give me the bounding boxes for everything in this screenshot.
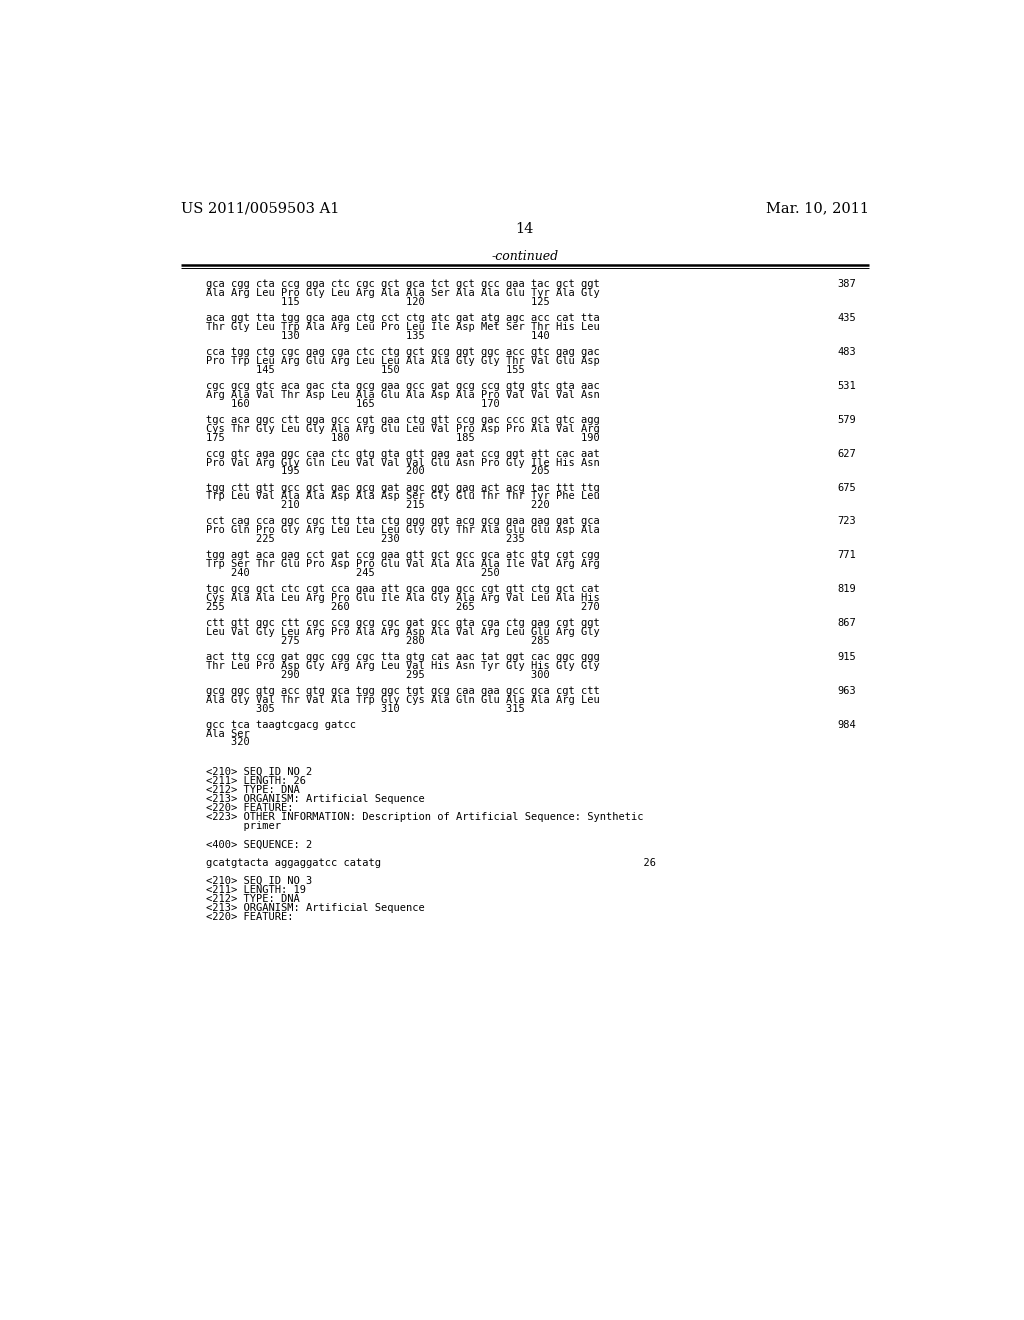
- Text: US 2011/0059503 A1: US 2011/0059503 A1: [180, 202, 339, 215]
- Text: 819: 819: [838, 585, 856, 594]
- Text: <210> SEQ ID NO 3: <210> SEQ ID NO 3: [206, 875, 311, 886]
- Text: 675: 675: [838, 483, 856, 492]
- Text: 435: 435: [838, 313, 856, 323]
- Text: <220> FEATURE:: <220> FEATURE:: [206, 912, 293, 923]
- Text: Pro Trp Leu Arg Glu Arg Leu Leu Ala Ala Gly Gly Thr Val Glu Asp: Pro Trp Leu Arg Glu Arg Leu Leu Ala Ala …: [206, 356, 599, 366]
- Text: gca cgg cta ccg gga ctc cgc gct gca tct gct gcc gaa tac gct ggt: gca cgg cta ccg gga ctc cgc gct gca tct …: [206, 280, 599, 289]
- Text: 115                 120                 125: 115 120 125: [206, 297, 549, 308]
- Text: <212> TYPE: DNA: <212> TYPE: DNA: [206, 785, 299, 795]
- Text: 771: 771: [838, 550, 856, 560]
- Text: 240                 245                 250: 240 245 250: [206, 568, 500, 578]
- Text: <223> OTHER INFORMATION: Description of Artificial Sequence: Synthetic: <223> OTHER INFORMATION: Description of …: [206, 812, 643, 822]
- Text: Ala Arg Leu Pro Gly Leu Arg Ala Ala Ser Ala Ala Glu Tyr Ala Gly: Ala Arg Leu Pro Gly Leu Arg Ala Ala Ser …: [206, 288, 599, 298]
- Text: ccg gtc aga ggc caa ctc gtg gta gtt gag aat ccg ggt att cac aat: ccg gtc aga ggc caa ctc gtg gta gtt gag …: [206, 449, 599, 458]
- Text: <220> FEATURE:: <220> FEATURE:: [206, 803, 293, 813]
- Text: 531: 531: [838, 381, 856, 391]
- Text: 175                 180                 185                 190: 175 180 185 190: [206, 433, 599, 442]
- Text: Pro Gln Pro Gly Arg Leu Leu Leu Gly Gly Thr Ala Glu Glu Asp Ala: Pro Gln Pro Gly Arg Leu Leu Leu Gly Gly …: [206, 525, 599, 536]
- Text: 290                 295                 300: 290 295 300: [206, 669, 549, 680]
- Text: 963: 963: [838, 686, 856, 696]
- Text: 320: 320: [206, 738, 249, 747]
- Text: Cys Thr Gly Leu Gly Ala Arg Glu Leu Val Pro Asp Pro Ala Val Arg: Cys Thr Gly Leu Gly Ala Arg Glu Leu Val …: [206, 424, 599, 434]
- Text: 14: 14: [516, 222, 534, 236]
- Text: Thr Gly Leu Trp Ala Arg Leu Pro Leu Ile Asp Met Ser Thr His Leu: Thr Gly Leu Trp Ala Arg Leu Pro Leu Ile …: [206, 322, 599, 333]
- Text: Ala Ser: Ala Ser: [206, 729, 249, 739]
- Text: tgc aca ggc ctt gga gcc cgt gaa ctg gtt ccg gac ccc gct gtc agg: tgc aca ggc ctt gga gcc cgt gaa ctg gtt …: [206, 414, 599, 425]
- Text: gcg ggc gtg acc gtg gca tgg ggc tgt gcg caa gaa gcc gca cgt ctt: gcg ggc gtg acc gtg gca tgg ggc tgt gcg …: [206, 686, 599, 696]
- Text: Pro Val Arg Gly Gln Leu Val Val Val Glu Asn Pro Gly Ile His Asn: Pro Val Arg Gly Gln Leu Val Val Val Glu …: [206, 458, 599, 467]
- Text: 867: 867: [838, 618, 856, 628]
- Text: primer: primer: [206, 821, 281, 832]
- Text: 275                 280                 285: 275 280 285: [206, 636, 549, 645]
- Text: 225                 230                 235: 225 230 235: [206, 535, 524, 544]
- Text: tgg ctt gtt gcc gct gac gcg gat agc ggt gag act acg tac ttt ttg: tgg ctt gtt gcc gct gac gcg gat agc ggt …: [206, 483, 599, 492]
- Text: <213> ORGANISM: Artificial Sequence: <213> ORGANISM: Artificial Sequence: [206, 793, 424, 804]
- Text: cgc gcg gtc aca gac cta gcg gaa gcc gat gcg ccg gtg gtc gta aac: cgc gcg gtc aca gac cta gcg gaa gcc gat …: [206, 381, 599, 391]
- Text: 130                 135                 140: 130 135 140: [206, 331, 549, 341]
- Text: cct cag cca ggc cgc ttg tta ctg ggg ggt acg gcg gaa gag gat gca: cct cag cca ggc cgc ttg tta ctg ggg ggt …: [206, 516, 599, 527]
- Text: Trp Ser Thr Glu Pro Asp Pro Glu Val Ala Ala Ala Ile Val Arg Arg: Trp Ser Thr Glu Pro Asp Pro Glu Val Ala …: [206, 560, 599, 569]
- Text: Ala Gly Val Thr Val Ala Trp Gly Cys Ala Gln Glu Ala Ala Arg Leu: Ala Gly Val Thr Val Ala Trp Gly Cys Ala …: [206, 694, 599, 705]
- Text: gcc tca taagtcgacg gatcc: gcc tca taagtcgacg gatcc: [206, 719, 355, 730]
- Text: <211> LENGTH: 19: <211> LENGTH: 19: [206, 884, 305, 895]
- Text: Thr Leu Pro Asp Gly Arg Arg Leu Val His Asn Tyr Gly His Gly Gly: Thr Leu Pro Asp Gly Arg Arg Leu Val His …: [206, 661, 599, 671]
- Text: <400> SEQUENCE: 2: <400> SEQUENCE: 2: [206, 840, 311, 849]
- Text: ctt gtt ggc ctt cgc ccg gcg cgc gat gcc gta cga ctg gag cgt ggt: ctt gtt ggc ctt cgc ccg gcg cgc gat gcc …: [206, 618, 599, 628]
- Text: 305                 310                 315: 305 310 315: [206, 704, 524, 714]
- Text: Cys Ala Ala Leu Arg Pro Glu Ile Ala Gly Ala Arg Val Leu Ala His: Cys Ala Ala Leu Arg Pro Glu Ile Ala Gly …: [206, 593, 599, 603]
- Text: tgc gcg gct ctc cgt cca gaa att gca gga gcc cgt gtt ctg gct cat: tgc gcg gct ctc cgt cca gaa att gca gga …: [206, 585, 599, 594]
- Text: 723: 723: [838, 516, 856, 527]
- Text: 210                 215                 220: 210 215 220: [206, 500, 549, 511]
- Text: 483: 483: [838, 347, 856, 356]
- Text: 160                 165                 170: 160 165 170: [206, 399, 500, 409]
- Text: 195                 200                 205: 195 200 205: [206, 466, 549, 477]
- Text: 627: 627: [838, 449, 856, 458]
- Text: <213> ORGANISM: Artificial Sequence: <213> ORGANISM: Artificial Sequence: [206, 903, 424, 913]
- Text: act ttg ccg gat ggc cgg cgc tta gtg cat aac tat ggt cac ggc ggg: act ttg ccg gat ggc cgg cgc tta gtg cat …: [206, 652, 599, 661]
- Text: Trp Leu Val Ala Ala Asp Ala Asp Ser Gly Glu Thr Thr Tyr Phe Leu: Trp Leu Val Ala Ala Asp Ala Asp Ser Gly …: [206, 491, 599, 502]
- Text: Leu Val Gly Leu Arg Pro Ala Arg Asp Ala Val Arg Leu Glu Arg Gly: Leu Val Gly Leu Arg Pro Ala Arg Asp Ala …: [206, 627, 599, 638]
- Text: <210> SEQ ID NO 2: <210> SEQ ID NO 2: [206, 767, 311, 776]
- Text: 255                 260                 265                 270: 255 260 265 270: [206, 602, 599, 612]
- Text: tgg agt aca gag cct gat ccg gaa gtt gct gcc gca atc gtg cgt cgg: tgg agt aca gag cct gat ccg gaa gtt gct …: [206, 550, 599, 560]
- Text: <211> LENGTH: 26: <211> LENGTH: 26: [206, 776, 305, 785]
- Text: Mar. 10, 2011: Mar. 10, 2011: [766, 202, 869, 215]
- Text: 145                 150                 155: 145 150 155: [206, 364, 524, 375]
- Text: Arg Ala Val Thr Asp Leu Ala Glu Ala Asp Ala Pro Val Val Val Asn: Arg Ala Val Thr Asp Leu Ala Glu Ala Asp …: [206, 389, 599, 400]
- Text: <212> TYPE: DNA: <212> TYPE: DNA: [206, 894, 299, 904]
- Text: aca ggt tta tgg gca aga ctg cct ctg atc gat atg agc acc cat tta: aca ggt tta tgg gca aga ctg cct ctg atc …: [206, 313, 599, 323]
- Text: 579: 579: [838, 414, 856, 425]
- Text: gcatgtacta aggaggatcc catatg                                          26: gcatgtacta aggaggatcc catatg 26: [206, 858, 655, 867]
- Text: 915: 915: [838, 652, 856, 661]
- Text: 387: 387: [838, 280, 856, 289]
- Text: 984: 984: [838, 719, 856, 730]
- Text: -continued: -continued: [492, 249, 558, 263]
- Text: cca tgg ctg cgc gag cga ctc ctg gct gcg ggt ggc acc gtc gag gac: cca tgg ctg cgc gag cga ctc ctg gct gcg …: [206, 347, 599, 356]
